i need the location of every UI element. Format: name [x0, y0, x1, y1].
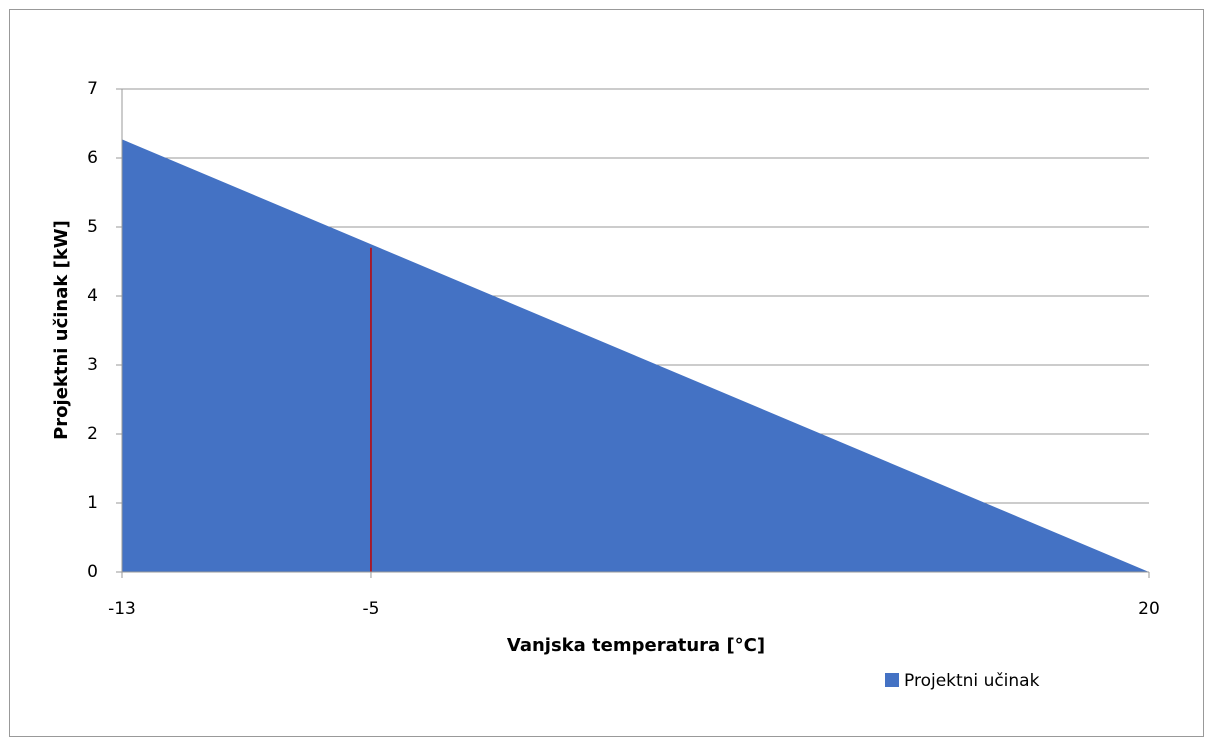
x-tick-label: -5: [362, 599, 379, 619]
legend-label: Projektni učinak: [904, 671, 1040, 691]
y-tick-label: 6: [87, 148, 98, 168]
y-tick-label: 7: [87, 79, 98, 99]
y-axis-label: Projektni učinak [kW]: [51, 220, 72, 440]
y-tick-label: 3: [87, 355, 98, 375]
y-tick-label: 1: [87, 493, 98, 513]
x-axis-label: Vanjska temperatura [°C]: [507, 635, 765, 656]
area: [122, 139, 1149, 572]
y-tick-label: 2: [87, 424, 98, 444]
y-tick-label: 5: [87, 217, 98, 237]
y-tick-label: 4: [87, 286, 98, 306]
y-tick-label: 0: [87, 562, 98, 582]
legend-swatch: [885, 673, 899, 687]
x-tick-label: 20: [1138, 599, 1160, 619]
x-tick-label: -13: [108, 599, 136, 619]
